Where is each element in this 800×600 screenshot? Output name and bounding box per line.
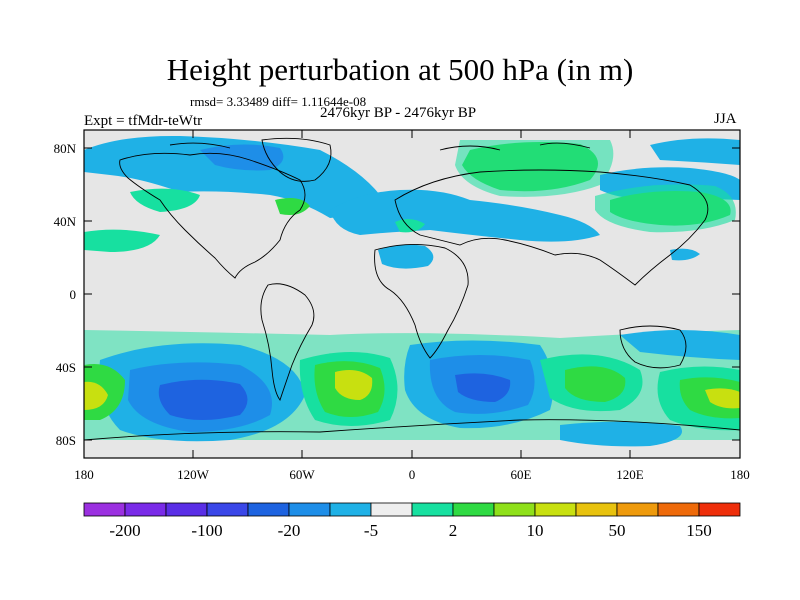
colorbar-swatch: [452, 502, 495, 517]
colorbar-label: -20: [278, 521, 301, 540]
lat-label-40s: 40S: [56, 360, 76, 375]
colorbar-label: -100: [191, 521, 222, 540]
contour-w-teal: [84, 229, 160, 252]
contour-arctic-teal: [455, 140, 614, 197]
colorbar-label: -5: [364, 521, 378, 540]
contour-sind-darkblue: [455, 373, 511, 402]
contour-atlantic-blue: [330, 189, 600, 242]
lat-label-40n: 40N: [54, 214, 77, 229]
contour-west-yellow: [84, 381, 108, 410]
contour-spac-darkblue: [158, 379, 248, 420]
lon-label-120e: 120E: [616, 467, 644, 482]
colorbar-label: 150: [686, 521, 712, 540]
colorbar-swatch: [165, 502, 208, 517]
contour-aus-lightblue: [620, 330, 740, 360]
axis-ticks: [83, 130, 741, 458]
coast-antarctica: [84, 419, 740, 441]
coast-arctic-islands: [169, 142, 591, 151]
lon-label-180e: 180: [730, 467, 750, 482]
lat-label-80s: 80S: [56, 433, 76, 448]
contour-siberia-blue: [650, 138, 740, 165]
colorbar-swatch: [698, 502, 741, 517]
colorbar-swatch: [493, 502, 536, 517]
lon-label-0: 0: [409, 467, 416, 482]
colorbar-label: 2: [449, 521, 458, 540]
colorbar-label: 10: [527, 521, 544, 540]
period-label: 2476kyr BP - 2476kyr BP: [320, 105, 477, 121]
lon-label-60e: 60E: [511, 467, 532, 482]
lat-label-0: 0: [70, 287, 77, 302]
experiment-label: Expt = tfMdr-teWtr: [84, 113, 203, 129]
contour-satl-yellow: [335, 370, 373, 400]
map-field: [84, 130, 740, 458]
colorbar-swatch: [411, 502, 454, 517]
coast-africa: [374, 243, 469, 359]
lon-label-120w: 120W: [177, 467, 210, 482]
contour-na-blue: [84, 135, 380, 218]
coast-south-america: [260, 283, 315, 401]
colorbar-swatch: [575, 502, 618, 517]
contour-antarctic-blue: [560, 421, 682, 447]
contour-east-yellow: [705, 388, 740, 409]
colorbar-swatch: [370, 502, 413, 517]
coast-eurasia: [394, 169, 709, 286]
lon-label-60w: 60W: [289, 467, 315, 482]
colorbar-swatch: [329, 502, 372, 517]
coastlines: [84, 137, 740, 441]
colorbar-swatch: [657, 502, 700, 517]
colorbar-swatch: [83, 502, 126, 517]
colorbar-swatch: [247, 502, 290, 517]
season-label: JJA: [714, 111, 737, 127]
contour-cpac-blue: [670, 248, 700, 261]
contour-natl-green: [275, 198, 310, 215]
lon-label-180w: 180: [74, 467, 94, 482]
coast-north-america: [119, 152, 306, 279]
colorbar-label: -200: [109, 521, 140, 540]
colorbar-swatch: [206, 502, 249, 517]
contour-asia-teal: [595, 184, 736, 233]
colorbar-swatch: [616, 502, 659, 517]
stats-text: rmsd= 3.33489 diff= 1.11644e-08: [190, 94, 367, 109]
colorbar: [83, 502, 741, 517]
lat-label-80n: 80N: [54, 141, 77, 156]
colorbar-labels: -200 -100 -20 -5 2 10 50 150: [109, 521, 711, 540]
map-title: Height perturbation at 500 hPa (in m): [166, 52, 634, 87]
contour-africa-blue: [378, 244, 434, 269]
colorbar-swatch: [124, 502, 167, 517]
coast-greenland: [261, 137, 332, 182]
contour-europe-teal: [395, 218, 425, 233]
contour-canada-teal: [130, 188, 200, 212]
colorbar-swatch: [534, 502, 577, 517]
coast-australia: [619, 325, 687, 369]
contour-aus-green: [565, 366, 626, 402]
colorbar-label: 50: [609, 521, 626, 540]
colorbar-swatch: [288, 502, 331, 517]
